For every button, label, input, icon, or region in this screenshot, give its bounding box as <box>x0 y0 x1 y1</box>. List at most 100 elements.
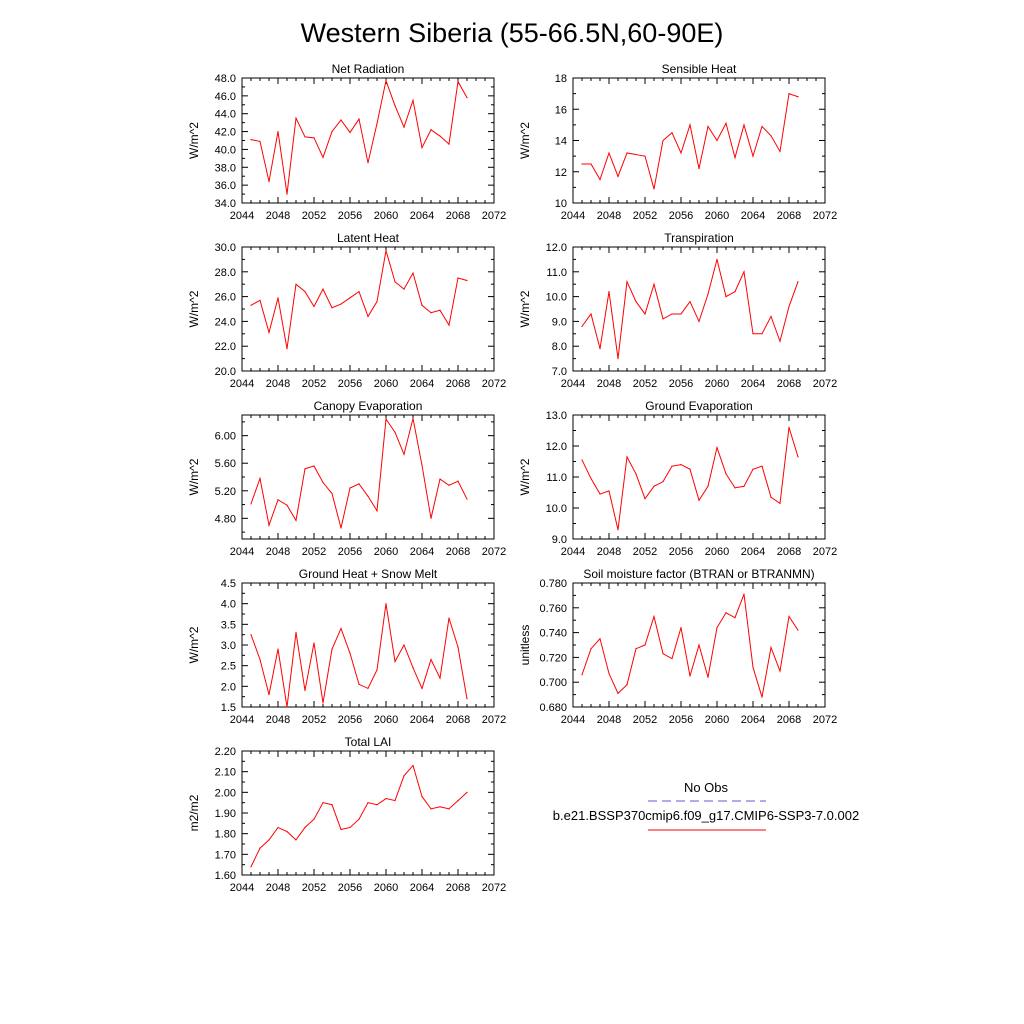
x-tick-label: 2068 <box>777 714 801 726</box>
panel-title: Canopy Evaporation <box>314 399 423 413</box>
data-point <box>662 653 664 655</box>
data-point <box>457 800 459 802</box>
data-point <box>644 155 646 157</box>
x-tick-label: 2064 <box>410 882 434 894</box>
plot-frame <box>572 77 826 204</box>
x-tick-label: 2044 <box>561 210 585 222</box>
y-tick-label: 1.5 <box>221 702 236 714</box>
x-tick-label: 2068 <box>777 378 801 390</box>
data-point <box>277 130 279 133</box>
data-point <box>689 124 691 126</box>
data-point <box>635 648 637 650</box>
x-tick-label: 2072 <box>482 714 506 726</box>
data-point <box>439 677 441 679</box>
data-point <box>788 615 790 618</box>
data-point <box>358 291 360 293</box>
data-point <box>698 499 700 501</box>
data-point <box>268 524 270 526</box>
data-point <box>439 478 441 480</box>
data-point <box>680 152 682 154</box>
x-tick-label: 2044 <box>230 378 254 390</box>
data-point <box>689 468 691 470</box>
data-point <box>671 658 673 660</box>
data-point <box>421 147 423 149</box>
data-point <box>286 193 288 195</box>
data-point <box>367 162 369 164</box>
x-tick-label: 2060 <box>374 882 398 894</box>
data-point <box>770 646 772 649</box>
x-tick-label: 2044 <box>230 210 254 222</box>
data-point <box>581 674 583 676</box>
data-point <box>752 333 754 335</box>
y-tick-label: 4.5 <box>221 578 236 590</box>
series-line <box>250 250 468 349</box>
data-point <box>376 669 378 671</box>
data-point <box>277 826 279 829</box>
x-tick-label: 2064 <box>741 714 765 726</box>
panel-7: Ground Heat + Snow Melt W/m^2 2044 2048 2052… <box>187 567 506 726</box>
x-tick-label: 2044 <box>230 546 254 558</box>
data-point <box>662 139 664 142</box>
data-point <box>403 453 405 455</box>
data-point <box>259 658 261 661</box>
data-point <box>707 293 709 295</box>
data-point <box>268 694 270 696</box>
data-point <box>752 666 754 668</box>
x-tick-label: 2060 <box>705 714 729 726</box>
data-point <box>295 839 297 841</box>
y-tick-label: 11.0 <box>546 267 567 279</box>
x-tick-label: 2044 <box>561 546 585 558</box>
data-point <box>313 137 315 139</box>
data-point <box>394 660 396 663</box>
data-point <box>322 156 324 159</box>
data-point <box>313 465 315 467</box>
plot-frame <box>572 414 826 540</box>
data-point <box>653 485 655 487</box>
x-tick-label: 2052 <box>302 210 326 222</box>
data-point <box>286 504 288 506</box>
data-point <box>608 672 610 675</box>
data-point <box>259 299 261 301</box>
y-tick-label: 0.700 <box>539 677 567 689</box>
data-point <box>331 804 333 806</box>
data-point <box>340 119 342 121</box>
data-point <box>635 473 637 475</box>
figure-title: Western Siberia (55-66.5N,60-90E) <box>301 18 724 48</box>
y-tick-label: 9.0 <box>552 534 567 546</box>
y-tick-label: 8.0 <box>552 341 567 353</box>
panel-title: Ground Evaporation <box>645 399 752 413</box>
x-tick-label: 2068 <box>446 378 470 390</box>
data-point <box>626 456 628 458</box>
y-tick-label: 30.0 <box>215 242 236 254</box>
x-tick-label: 2072 <box>482 882 506 894</box>
data-point <box>250 304 252 306</box>
x-tick-label: 2060 <box>374 714 398 726</box>
series-line <box>581 593 799 698</box>
series-line <box>582 92 799 190</box>
data-point <box>304 468 306 470</box>
series-line <box>581 427 799 530</box>
data-point <box>367 802 369 804</box>
data-point <box>590 163 592 165</box>
panel-2: Sensible Heat W/m^2 2044 2048 2052 2056 2060 20… <box>518 62 837 222</box>
data-point <box>716 446 718 449</box>
data-point <box>581 325 583 327</box>
y-tick-label: 36.0 <box>215 180 236 192</box>
x-tick-label: 2064 <box>741 210 765 222</box>
data-point <box>466 279 468 282</box>
data-point <box>322 702 324 704</box>
x-tick-label: 2064 <box>741 546 765 558</box>
data-point <box>412 764 414 767</box>
data-point <box>385 250 387 252</box>
y-tick-label: 42.0 <box>215 127 236 139</box>
y-tick-label: 10.0 <box>546 292 567 304</box>
data-point <box>259 477 261 479</box>
x-tick-label: 2048 <box>266 882 290 894</box>
data-point <box>313 305 315 308</box>
data-point <box>779 340 781 342</box>
data-point <box>439 309 441 311</box>
y-axis-label: W/m^2 <box>187 458 201 495</box>
data-point <box>725 122 727 124</box>
y-tick-label: 9.0 <box>552 316 567 328</box>
